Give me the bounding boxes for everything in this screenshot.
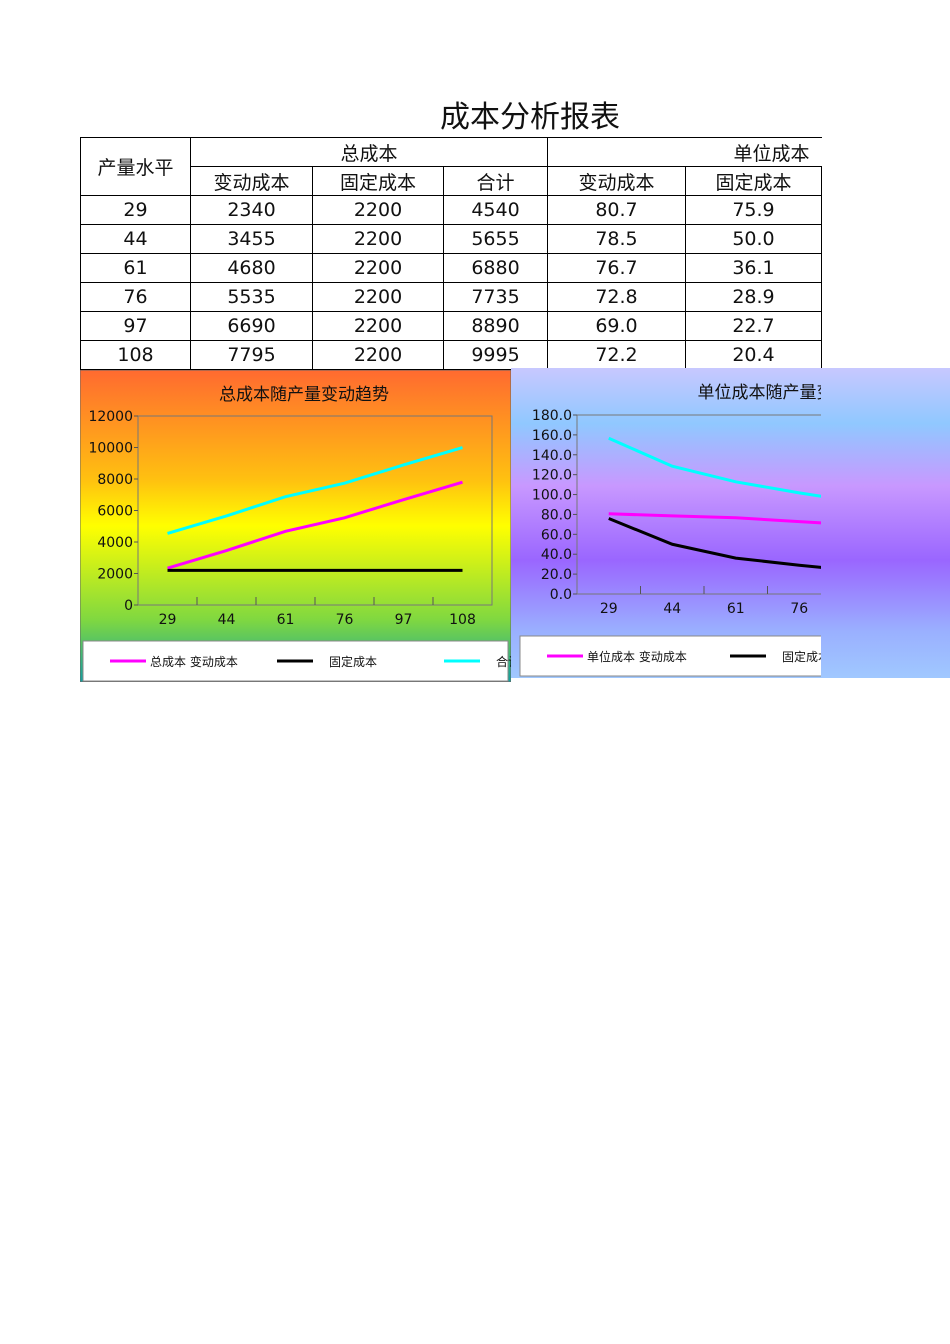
table-cell: 29: [80, 195, 191, 225]
table-cell: 6880: [443, 253, 548, 283]
unit-cost-chart: 单位成本随产量变动趋势 0.0 20.0 40.0 60.0 80.0 100.0 120.0…: [511, 368, 821, 678]
series-line-2: [608, 436, 821, 498]
table-cell: 76.7: [547, 253, 686, 283]
header-unit: 单位成本: [547, 137, 822, 167]
header-total: 总成本: [190, 137, 548, 167]
x-tick-label: 76: [336, 612, 354, 628]
subheader: 合计: [443, 166, 548, 196]
series-line-2: [167, 446, 463, 535]
table-cell: 9995: [443, 340, 548, 370]
y-tick-label: 100.0: [532, 488, 572, 504]
y-tick-label: 10000: [88, 441, 133, 457]
table-cell: 75.9: [685, 195, 822, 225]
y-tick-label: 4000: [97, 535, 133, 551]
chart-title: 单位成本随产量变动趋势: [698, 383, 822, 403]
subheader: 变动成本: [547, 166, 686, 196]
table-cell: 5535: [190, 282, 313, 312]
total-cost-chart: 总成本随产量变动趋势 0 2000 4000 6000 8000 10000 12000 29 4…: [79, 369, 520, 683]
table-cell: 5655: [443, 224, 548, 254]
table-cell: 108: [80, 340, 191, 370]
series-line-0: [608, 512, 821, 525]
table-row: 108 7795 2200 9995 72.2 20.4: [80, 340, 822, 370]
table-row: 76 5535 2200 7735 72.8 28.9: [80, 282, 822, 312]
page-title: 成本分析报表: [440, 100, 620, 135]
x-tick-label: 61: [727, 601, 745, 617]
legend-label: 单位成本 变动成本: [587, 649, 687, 664]
table-cell: 2200: [312, 311, 444, 341]
table-cell: 80.7: [547, 195, 686, 225]
table-cell: 3455: [190, 224, 313, 254]
legend-label: 固定成本: [782, 649, 821, 664]
table-cell: 28.9: [685, 282, 822, 312]
table-cell: 2200: [312, 195, 444, 225]
x-tick-label: 44: [663, 601, 681, 617]
table-cell: 50.0: [685, 224, 822, 254]
y-tick-label: 0: [124, 598, 133, 614]
table-cell: 69.0: [547, 311, 686, 341]
table-row: 97 6690 2200 8890 69.0 22.7: [80, 311, 822, 341]
legend-label: 总成本 变动成本: [150, 654, 238, 669]
table-cell: 44: [80, 224, 191, 254]
table-cell: 61: [80, 253, 191, 283]
unit-cost-chart-background: [511, 368, 950, 678]
table-cell: 2200: [312, 224, 444, 254]
y-tick-label: 2000: [97, 567, 133, 583]
subheader: 变动成本: [190, 166, 313, 196]
table-cell: 76: [80, 282, 191, 312]
legend-label: 固定成本: [329, 654, 377, 669]
y-tick-label: 40.0: [541, 547, 572, 563]
cost-table: 产量水平 总成本 单位成本 变动成本 固定成本 合计 变动成本 固定成本 29 2340 2…: [80, 137, 822, 370]
table-cell: 72.8: [547, 282, 686, 312]
y-tick-label: 12000: [88, 409, 133, 425]
table-cell: 2200: [312, 282, 444, 312]
table-cell: 22.7: [685, 311, 822, 341]
table-cell: 2200: [312, 253, 444, 283]
x-tick-label: 29: [159, 612, 177, 628]
table-row: 29 2340 2200 4540 80.7 75.9: [80, 195, 822, 225]
y-tick-label: 60.0: [541, 527, 572, 543]
y-tick-label: 160.0: [532, 428, 572, 444]
y-tick-label: 0.0: [550, 587, 572, 603]
subheader: 固定成本: [312, 166, 444, 196]
table-cell: 4680: [190, 253, 313, 283]
x-tick-label: 29: [600, 601, 618, 617]
chart-background: [79, 369, 512, 683]
x-tick-label: 97: [395, 612, 413, 628]
table-row: 44 3455 2200 5655 78.5 50.0: [80, 224, 822, 254]
table-row: 61 4680 2200 6880 76.7 36.1: [80, 253, 822, 283]
series-line-0: [167, 480, 463, 570]
x-tick-label: 76: [790, 601, 808, 617]
table-cell: 8890: [443, 311, 548, 341]
table-cell: 2340: [190, 195, 313, 225]
chart-title: 总成本随产量变动趋势: [219, 385, 389, 405]
table-cell: 36.1: [685, 253, 822, 283]
y-tick-label: 8000: [97, 472, 133, 488]
y-tick-label: 80.0: [541, 507, 572, 523]
y-tick-label: 180.0: [532, 408, 572, 424]
table-cell: 78.5: [547, 224, 686, 254]
series-line-1: [608, 517, 821, 569]
table-cell: 6690: [190, 311, 313, 341]
x-tick-label: 61: [277, 612, 295, 628]
y-tick-label: 6000: [97, 504, 133, 520]
legend-label: 合计: [496, 654, 511, 669]
y-tick-label: 140.0: [532, 448, 572, 464]
table-cell: 7735: [443, 282, 548, 312]
table-cell: 20.4: [685, 340, 822, 370]
table-cell: 4540: [443, 195, 548, 225]
subheader: 固定成本: [685, 166, 822, 196]
y-tick-label: 20.0: [541, 567, 572, 583]
y-tick-label: 120.0: [532, 468, 572, 484]
table-cell: 7795: [190, 340, 313, 370]
table-cell: 72.2: [547, 340, 686, 370]
x-tick-label: 108: [449, 612, 476, 628]
table-cell: 97: [80, 311, 191, 341]
table-cell: 2200: [312, 340, 444, 370]
x-tick-label: 44: [218, 612, 236, 628]
header-level: 产量水平: [80, 137, 191, 196]
